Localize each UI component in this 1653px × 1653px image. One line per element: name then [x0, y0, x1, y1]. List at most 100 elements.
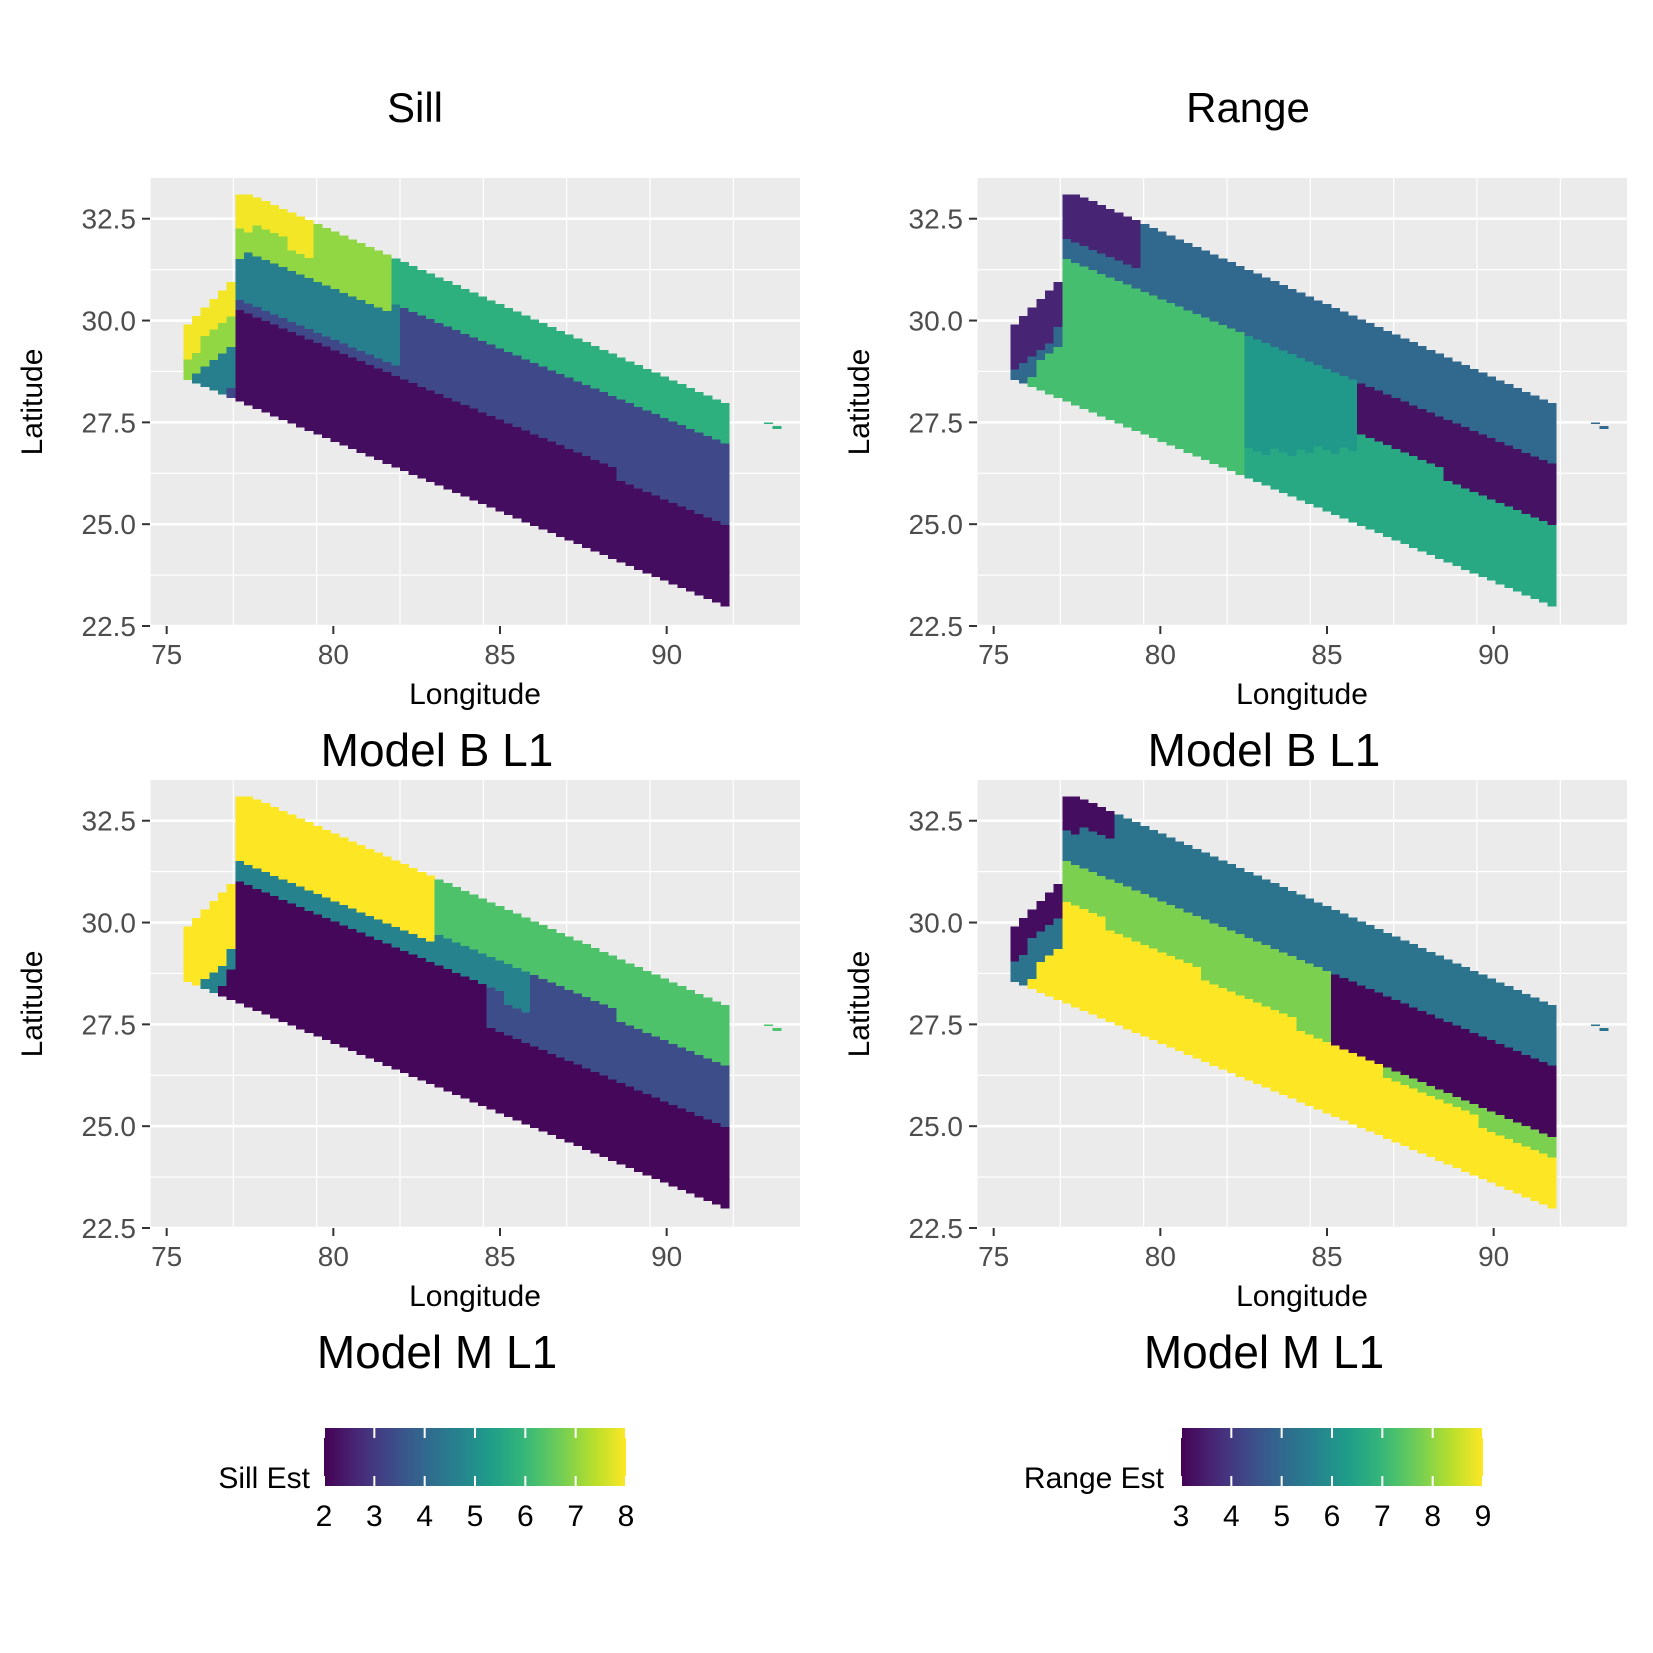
heatmap-tile [1331, 1045, 1341, 1056]
heatmap-tile [1175, 316, 1185, 328]
heatmap-tile [278, 889, 288, 900]
heatmap-tile [1435, 1007, 1445, 1019]
heatmap-tile [1227, 267, 1237, 278]
heatmap-tile [1374, 1043, 1384, 1054]
heatmap-tile [1097, 253, 1107, 264]
heatmap-tile [400, 864, 410, 870]
heatmap-tile [391, 977, 401, 989]
heatmap-tile [1426, 1136, 1436, 1147]
heatmap-tile [564, 969, 574, 980]
heatmap-tile [1435, 527, 1445, 539]
heatmap-tile [720, 534, 730, 546]
heatmap-tile [1253, 1002, 1263, 1013]
heatmap-tile [573, 533, 583, 545]
heatmap-tile [252, 245, 262, 257]
heatmap-tile [1495, 1175, 1505, 1187]
heatmap-tile [1010, 348, 1020, 360]
heatmap-tile [278, 817, 288, 829]
heatmap-tile [1149, 274, 1159, 286]
heatmap-tile [608, 354, 618, 366]
heatmap-tile [1131, 839, 1141, 850]
heatmap-tile [694, 442, 704, 453]
heatmap-tile [261, 993, 271, 1005]
heatmap-tile [469, 979, 479, 991]
heatmap-tile [1400, 962, 1410, 974]
heatmap-tile [1175, 887, 1185, 899]
heatmap-tile [1487, 1111, 1497, 1122]
heatmap-tile [1452, 974, 1462, 985]
heatmap-tile [382, 973, 392, 985]
heatmap-tile [322, 968, 332, 980]
heatmap-tile [590, 500, 600, 511]
heatmap-tile [1339, 416, 1349, 427]
heatmap-tile [504, 433, 514, 444]
heatmap-tile [313, 863, 323, 874]
heatmap-tile [339, 424, 349, 436]
heatmap-tile [634, 1059, 644, 1070]
heatmap-tile [538, 1008, 548, 1020]
heatmap-tile [348, 397, 358, 409]
heatmap-tile [330, 1002, 340, 1014]
heatmap-tile [1071, 905, 1081, 916]
heatmap-tile [1487, 386, 1497, 398]
heatmap-tile [443, 336, 453, 347]
heatmap-tile [1253, 992, 1263, 1003]
heatmap-tiles [183, 194, 782, 607]
heatmap-tile [547, 481, 557, 493]
heatmap-tile [1452, 994, 1462, 1006]
heatmap-tile [590, 398, 600, 409]
heatmap-tile [1201, 398, 1211, 410]
heatmap-tile [1149, 897, 1159, 908]
heatmap-tile [287, 841, 297, 853]
heatmap-tile [1305, 1044, 1315, 1056]
heatmap-tile [556, 995, 566, 1007]
heatmap-tile [400, 307, 410, 319]
heatmap-tile [235, 860, 245, 872]
heatmap-tile [1348, 369, 1358, 380]
heatmap-tile [1053, 938, 1063, 950]
heatmap-tile [512, 947, 522, 958]
heatmap-tile [1391, 1111, 1401, 1123]
heatmap-tile [1131, 277, 1141, 289]
heatmap-tile [1097, 314, 1107, 325]
heatmap-tile [1270, 356, 1280, 368]
heatmap-tile [1149, 227, 1159, 235]
heatmap-tile [1417, 500, 1427, 511]
heatmap-tile [564, 448, 574, 460]
heatmap-tile [720, 524, 730, 536]
heatmap-tile [1071, 813, 1081, 825]
heatmap-tile [1105, 287, 1115, 298]
heatmap-tile [261, 218, 271, 230]
heatmap-tile [668, 421, 678, 432]
heatmap-tile [1166, 837, 1176, 844]
heatmap-tile [278, 297, 288, 308]
heatmap-tile [1478, 1005, 1488, 1017]
heatmap-tile [651, 383, 661, 394]
heatmap-tile [556, 932, 566, 936]
heatmap-tile [1391, 489, 1401, 500]
heatmap-tile [1426, 349, 1436, 352]
heatmap-tile [677, 1026, 687, 1038]
heatmap-tile [599, 391, 609, 403]
heatmap-tile [677, 404, 687, 415]
heatmap-tile [1045, 363, 1055, 375]
heatmap-tile [1114, 1015, 1124, 1026]
heatmap-tile [1478, 515, 1488, 527]
heatmap-tile [616, 1052, 626, 1063]
heatmap-tile [1400, 1033, 1410, 1045]
heatmap-tile [226, 989, 236, 1001]
heatmap-tile [1088, 861, 1098, 873]
heatmap-tile [1192, 435, 1202, 447]
heatmap-tile [322, 999, 332, 1010]
heatmap-tile [1313, 435, 1323, 447]
heatmap-tile [1105, 348, 1115, 359]
heatmap-tile [1209, 1034, 1219, 1046]
heatmap-tile [504, 443, 514, 454]
heatmap-tile [365, 1017, 375, 1028]
heatmap-tile [356, 1034, 366, 1045]
heatmap-tile [287, 351, 297, 363]
heatmap-tile [400, 899, 410, 911]
heatmap-tile [426, 1012, 436, 1023]
heatmap-tile [209, 299, 219, 310]
heatmap-tile [322, 244, 332, 255]
